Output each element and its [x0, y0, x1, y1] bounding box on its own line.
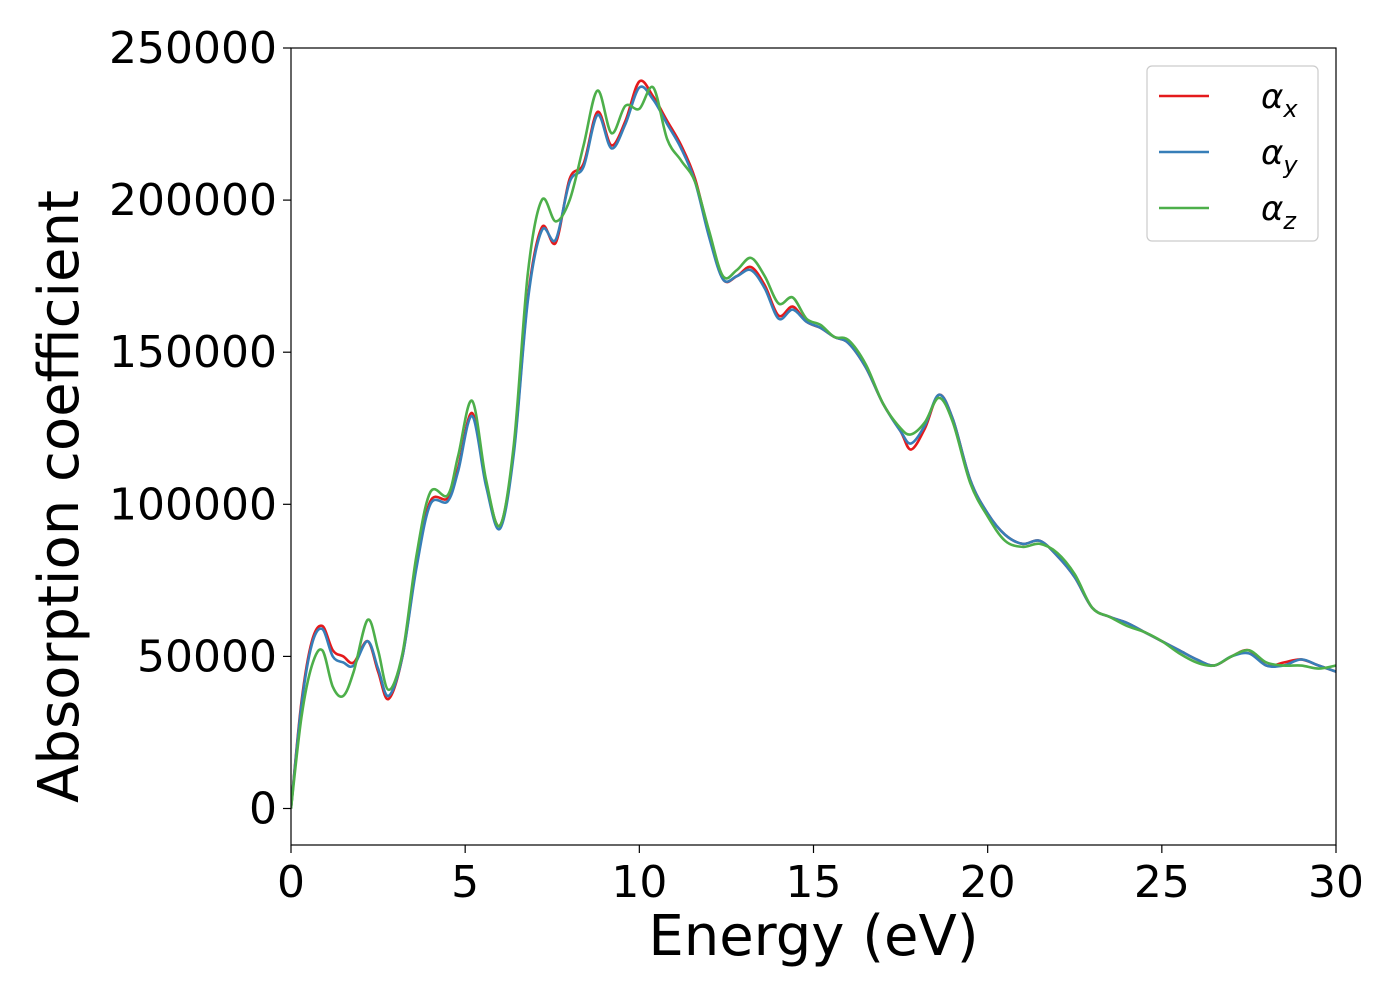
y-tick-label: 50000 — [137, 631, 277, 682]
legend-box — [1146, 65, 1319, 242]
series-line-y — [291, 85, 1336, 809]
x-axis-title: Energy (eV) — [648, 904, 978, 969]
y-tick-label: 100000 — [109, 479, 277, 530]
series-line-z — [291, 85, 1336, 809]
x-tick-label: 0 — [277, 857, 305, 908]
y-tick-label: 0 — [249, 783, 277, 834]
series-layer — [291, 79, 1336, 809]
y-tick-label: 250000 — [109, 23, 277, 74]
y-axis-title: Absorption coefficient — [27, 190, 92, 803]
x-tick-label: 15 — [786, 857, 842, 908]
legend: αx αy αz — [1146, 65, 1319, 242]
y-tick-label: 150000 — [109, 327, 277, 378]
legend-label-x: αx — [1261, 77, 1298, 123]
x-tick-label: 25 — [1134, 857, 1190, 908]
x-tick-label: 30 — [1308, 857, 1364, 908]
legend-label-z: αz — [1261, 189, 1297, 235]
x-tick-label: 5 — [451, 857, 479, 908]
legend-label-y: αy — [1261, 133, 1298, 179]
y-tick-label: 200000 — [109, 175, 277, 226]
x-tick-label: 10 — [611, 857, 667, 908]
x-tick-label: 20 — [960, 857, 1016, 908]
axes-layer: 0 5 10 15 20 25 30 0 50000 100000 150000 200000 2500… — [109, 23, 1364, 908]
